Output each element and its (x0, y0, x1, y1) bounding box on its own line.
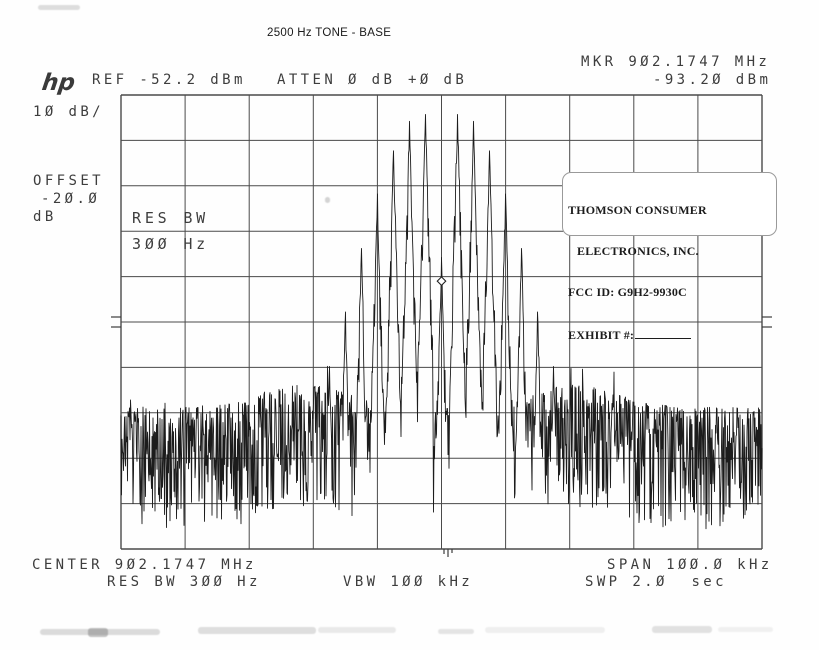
ref-level-label: REF -52.2 dBm (92, 72, 246, 88)
stamp-fcc-id: FCC ID: G9H2-9930C (568, 285, 687, 300)
plot-grid (120, 94, 763, 550)
res-bw-annotation-line2: 3ØØ Hz (132, 235, 209, 253)
scan-artifact (485, 627, 605, 633)
atten-label: ATTEN Ø dB (277, 72, 396, 88)
stamp-exhibit: EXHIBIT #: (568, 328, 776, 343)
scan-artifact (652, 626, 712, 633)
scale-label: 1Ø dB/ (33, 104, 104, 120)
graticule-ticks (111, 316, 772, 557)
center-frequency-label: CENTER 9Ø2.1747 MHz (32, 557, 257, 573)
page-title: 2500 Hz TONE - BASE (267, 27, 392, 39)
scan-artifact (88, 628, 108, 637)
atten-offset-label: +Ø dB (408, 72, 468, 88)
vbw-label: VBW 1ØØ kHz (343, 574, 474, 590)
scan-artifact (438, 629, 474, 634)
offset-label: OFFSET (33, 173, 104, 189)
stamp-company-line2: ELECTRONICS, INC. (577, 243, 699, 258)
hp-logo: hp (40, 70, 77, 96)
scan-artifact (325, 197, 330, 203)
offset-value-label: -2Ø.Ø (41, 191, 101, 207)
span-label: SPAN 1ØØ.Ø kHz (607, 557, 773, 573)
res-bw-label: RES BW 3ØØ Hz (107, 574, 261, 590)
certification-stamp: THOMSON CONSUMER ELECTRONICS, INC. FCC I… (562, 172, 777, 342)
offset-unit-label: dB (33, 209, 57, 225)
marker-frequency-readout: MKR 9Ø2.1747 MHz (581, 54, 771, 70)
scan-artifact (38, 5, 80, 10)
scan-artifact (198, 627, 316, 634)
sweep-time-label: SWP 2.Ø sec (585, 574, 727, 590)
exhibit-blank-line (635, 328, 692, 339)
marker-diamond (436, 276, 447, 287)
stamp-company-line1: THOMSON CONSUMER (568, 202, 707, 217)
res-bw-annotation-line1: RES BW (132, 209, 209, 227)
scan-artifact (318, 627, 396, 633)
scan-artifact (40, 629, 160, 635)
spectrum-trace (120, 114, 763, 530)
marker-level-readout: -93.2Ø dBm (653, 72, 772, 88)
scan-artifact (718, 627, 773, 632)
